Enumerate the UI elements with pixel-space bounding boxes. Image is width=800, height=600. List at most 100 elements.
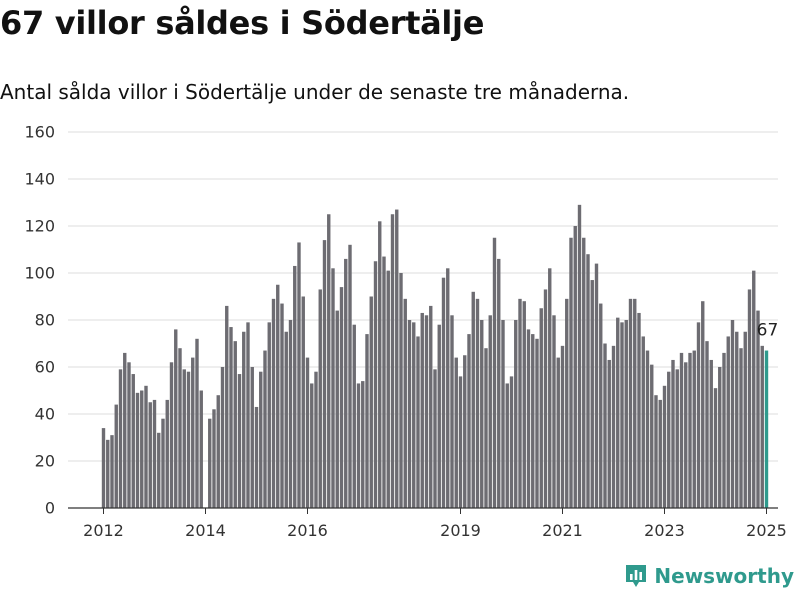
bar	[645, 350, 650, 508]
bar	[624, 320, 628, 508]
bar	[458, 376, 463, 508]
bar	[429, 305, 433, 508]
bar	[199, 390, 203, 508]
bar	[446, 268, 450, 508]
page-title: 67 villor såldes i Södertälje	[0, 4, 485, 42]
bar	[165, 399, 169, 508]
bar	[577, 204, 582, 508]
bar	[548, 268, 552, 508]
bar	[195, 338, 199, 508]
bar	[169, 362, 174, 508]
bar	[216, 395, 220, 508]
bar	[692, 350, 696, 508]
bar	[220, 367, 225, 508]
bar	[131, 374, 135, 508]
bar	[471, 291, 475, 508]
brand-name: Newsworthy	[654, 564, 794, 588]
bar	[756, 310, 760, 508]
bar	[684, 362, 688, 508]
bar	[637, 312, 641, 508]
bar	[339, 287, 344, 508]
bar	[191, 357, 195, 508]
bar	[157, 432, 161, 508]
bar	[208, 418, 212, 508]
bar	[514, 320, 518, 508]
bar	[747, 289, 752, 508]
bar	[186, 371, 191, 508]
bar	[641, 336, 645, 508]
bar	[539, 308, 543, 508]
y-tick-label: 40	[35, 405, 55, 424]
x-tick-label: 2012	[83, 521, 124, 540]
y-tick-label: 140	[24, 170, 55, 189]
bar	[658, 399, 662, 508]
bar	[616, 317, 620, 508]
bar	[390, 214, 395, 508]
bar	[118, 369, 123, 508]
bar	[454, 357, 458, 508]
bar	[395, 209, 399, 509]
bar	[182, 369, 186, 508]
bar	[599, 303, 603, 508]
bar	[305, 357, 310, 508]
bar	[480, 320, 484, 508]
bar	[246, 322, 250, 508]
bar	[280, 303, 284, 508]
bar	[560, 345, 565, 508]
bar	[297, 242, 301, 508]
y-tick-label: 20	[35, 452, 55, 471]
y-tick-label: 100	[24, 264, 55, 283]
bar	[509, 376, 514, 508]
bar	[144, 385, 148, 508]
x-tick-label: 2025	[746, 521, 787, 540]
bar	[730, 320, 735, 508]
bar	[505, 383, 509, 508]
x-tick-label: 2016	[287, 521, 328, 540]
bar	[267, 322, 271, 508]
bar	[161, 418, 165, 508]
bar	[556, 357, 560, 508]
bar	[420, 312, 424, 508]
bar	[254, 406, 259, 508]
bar	[148, 402, 152, 508]
bar	[497, 258, 501, 508]
bar	[705, 341, 709, 508]
x-tick-label: 2019	[440, 521, 481, 540]
bar	[594, 263, 599, 508]
bar	[293, 265, 297, 508]
bar	[501, 320, 505, 508]
bar	[492, 237, 497, 508]
bar	[250, 367, 254, 508]
bar	[424, 315, 429, 508]
bar	[671, 359, 675, 508]
bar	[276, 284, 280, 508]
bar	[322, 240, 327, 508]
bar	[696, 322, 701, 508]
bar	[365, 334, 369, 508]
bar	[633, 298, 637, 508]
bar	[242, 331, 246, 508]
bar	[743, 331, 747, 508]
y-tick-label: 0	[45, 499, 55, 518]
bar	[569, 237, 573, 508]
bar	[361, 381, 365, 508]
bar	[233, 341, 237, 508]
bar	[735, 331, 739, 508]
bar	[662, 385, 667, 508]
bar	[739, 348, 743, 508]
bar	[675, 369, 679, 508]
bar	[174, 329, 178, 508]
bar	[667, 371, 671, 508]
brand-logo: Newsworthy	[624, 560, 794, 592]
bar	[127, 362, 131, 508]
bar	[467, 334, 471, 508]
y-tick-label: 120	[24, 217, 55, 236]
bar	[531, 334, 535, 508]
bar	[288, 320, 293, 508]
bar	[178, 348, 182, 508]
bar	[726, 336, 730, 508]
bar	[475, 298, 480, 508]
bar	[225, 305, 229, 508]
x-tick-label: 2014	[185, 521, 226, 540]
bar	[718, 367, 722, 508]
